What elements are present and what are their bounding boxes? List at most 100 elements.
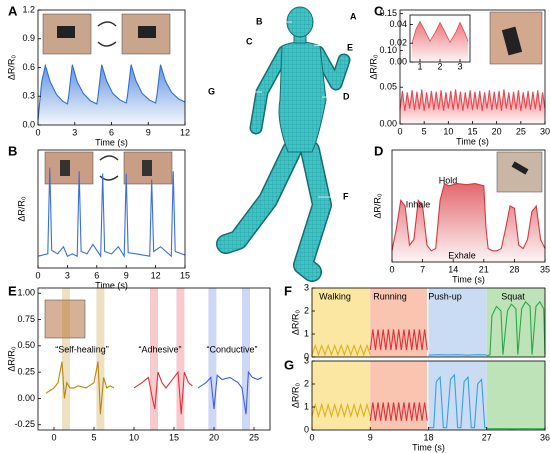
area-fill xyxy=(392,183,545,262)
series-label: Squat xyxy=(501,291,525,301)
area-fill xyxy=(412,21,468,62)
body-label: D xyxy=(343,91,350,101)
panel: 0 5 10 15 20 25 30 0.00 0.05 0.10 0.15 Time (s) ΔR/R… xyxy=(368,3,550,146)
x-tick-label: 3 xyxy=(457,61,462,71)
activity-band xyxy=(486,288,545,357)
data-line xyxy=(399,89,546,111)
y-tick-label: 0.3 xyxy=(22,91,35,101)
y-tick-label: 1 xyxy=(304,328,309,338)
x-tick-label: 9 xyxy=(146,127,151,137)
y-tick-label: 2 xyxy=(304,378,309,388)
x-tick-label: 0 xyxy=(51,432,56,442)
x-tick-label: 6 xyxy=(109,127,114,137)
annotation: Inhale xyxy=(406,199,431,209)
x-tick-label: 5 xyxy=(422,126,427,136)
series-label: “Self-healing” xyxy=(55,344,109,354)
panel-label: E xyxy=(8,283,17,298)
y-axis-label: ΔR/R₀ xyxy=(368,54,378,80)
y-tick-label: 3 xyxy=(304,282,309,292)
x-tick-label: 9 xyxy=(124,270,129,280)
annotation: Hold xyxy=(439,175,458,185)
panel: “Self-healing” “Adhesive” “Conductive” 0 5 10… xyxy=(6,283,271,442)
data-line xyxy=(45,361,115,415)
x-tick-label: 35 xyxy=(540,264,550,274)
x-tick-label: 3 xyxy=(65,270,70,280)
x-tick-label: 0 xyxy=(35,127,40,137)
x-axis-label: Time (s) xyxy=(95,137,128,147)
x-tick-label: 1 xyxy=(417,61,422,71)
series-label: “Conductive” xyxy=(206,344,257,354)
data-line xyxy=(369,402,428,421)
data-line xyxy=(311,402,371,419)
y-tick-label: -0.25 xyxy=(14,419,35,429)
x-tick-label: 0 xyxy=(389,264,394,274)
x-axis-label: Time (s) xyxy=(452,274,485,284)
panel-label: B xyxy=(8,143,17,158)
x-tick-label: 27 xyxy=(482,432,492,442)
data-line xyxy=(37,63,186,121)
axes-frame xyxy=(311,287,546,358)
panel-label: D xyxy=(374,143,383,158)
x-tick-label: 15 xyxy=(180,270,190,280)
activity-band xyxy=(486,361,545,430)
data-line xyxy=(369,329,428,351)
highlight-span xyxy=(96,288,105,430)
y-tick-label: 0.50 xyxy=(17,340,35,350)
x-tick-label: 0 xyxy=(397,126,402,136)
highlight-span xyxy=(208,288,217,430)
x-tick-label: 12 xyxy=(151,270,161,280)
y-tick-label: 0.00 xyxy=(17,393,35,403)
x-tick-label: 14 xyxy=(448,264,458,274)
x-tick-label: 30 xyxy=(540,126,550,136)
y-tick-label: 0 xyxy=(304,351,309,361)
x-tick-label: 15 xyxy=(467,126,477,136)
data-line xyxy=(391,182,546,252)
y-tick-label: 0.15 xyxy=(379,8,397,18)
x-tick-label: 2 xyxy=(437,61,442,71)
series-label: Push-up xyxy=(428,291,462,301)
panel: 0 3 6 9 12 0.0 0.3 0.6 0.9 1.2 Time (s) ΔR/R₀ A xyxy=(6,3,190,147)
axes-frame xyxy=(391,149,546,263)
y-tick-label: 0.75 xyxy=(17,314,35,324)
panel: 0 9 18 27 36 0 1 2 3 Time (s) ΔR/R₀ G xyxy=(284,355,550,452)
x-tick-label: 10 xyxy=(129,432,139,442)
data-line xyxy=(428,373,487,429)
activity-band xyxy=(312,361,371,430)
y-tick-label: 0.6 xyxy=(22,62,35,72)
x-tick-label: 21 xyxy=(479,264,489,274)
y-tick-label: 1.00 xyxy=(17,288,35,298)
x-tick-label: 36 xyxy=(540,432,550,442)
x-tick-label: 20 xyxy=(209,432,219,442)
x-tick-label: 0 xyxy=(309,432,314,442)
x-tick-label: 20 xyxy=(492,126,502,136)
y-axis-label: ΔR/R₀ xyxy=(290,383,300,409)
y-tick-label: 2 xyxy=(304,305,309,315)
x-tick-label: 28 xyxy=(509,264,519,274)
panel-label: F xyxy=(284,283,292,298)
body-label: F xyxy=(343,191,349,201)
x-tick-label: 5 xyxy=(91,432,96,442)
body-label: B xyxy=(256,16,263,26)
activity-band xyxy=(370,361,428,430)
y-axis-label: ΔR/R₀ xyxy=(372,193,382,219)
body-label: E xyxy=(347,42,353,52)
highlight-span xyxy=(62,288,70,430)
activity-band xyxy=(428,288,487,357)
body-label: C xyxy=(246,36,253,46)
y-tick-label: 0.25 xyxy=(17,367,35,377)
panel-label: G xyxy=(284,357,294,372)
y-tick-label: 0 xyxy=(304,424,309,434)
y-axis-label: ΔR/R₀ xyxy=(290,310,300,336)
highlight-span xyxy=(150,288,158,430)
y-axis-label: ΔR/R₀ xyxy=(6,346,16,372)
data-line xyxy=(486,300,546,357)
x-tick-label: 18 xyxy=(423,432,433,442)
series-label: Walking xyxy=(319,291,351,301)
highlight-span xyxy=(242,288,250,430)
panel: 0 7 14 21 28 35 Time (s) ΔR/R₀ D Inhale Hold Exhale xyxy=(372,143,550,284)
data-line xyxy=(37,167,186,259)
y-axis-label: ΔR/R₀ xyxy=(16,196,26,222)
y-tick-label: 0.00 xyxy=(379,118,397,128)
data-line xyxy=(311,343,371,357)
